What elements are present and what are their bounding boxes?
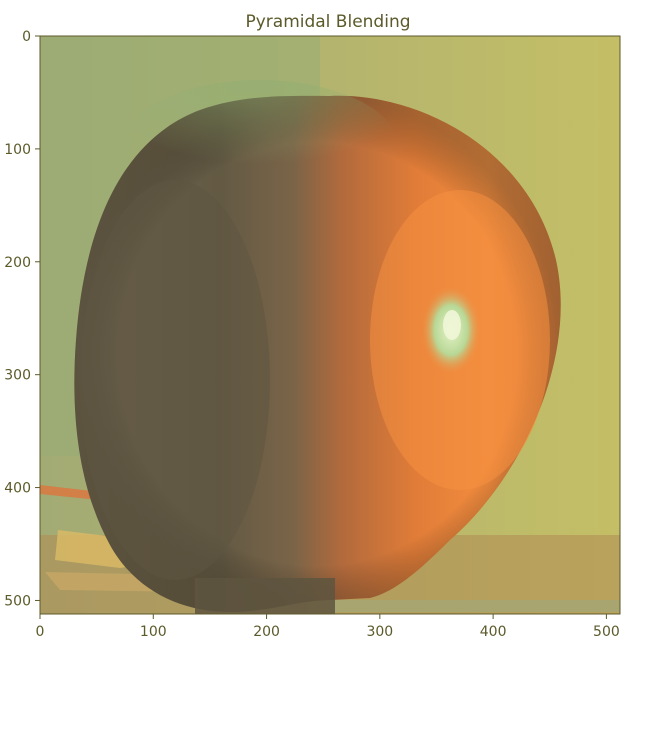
x-tick-label: 300 bbox=[366, 624, 393, 640]
specular-highlight-core bbox=[443, 310, 461, 340]
fruit-base-shadow bbox=[195, 578, 335, 614]
y-tick-label: 0 bbox=[22, 29, 31, 45]
y-tick-label: 300 bbox=[4, 368, 31, 384]
x-tick-label: 200 bbox=[253, 624, 280, 640]
x-tick-label: 100 bbox=[140, 624, 167, 640]
y-tick-label: 100 bbox=[4, 142, 31, 158]
x-tick-label: 400 bbox=[480, 624, 507, 640]
apple-dark-side bbox=[80, 180, 270, 580]
table-stripe bbox=[330, 600, 620, 612]
blended-image bbox=[40, 36, 620, 614]
x-tick-label: 0 bbox=[36, 624, 45, 640]
y-tick-label: 500 bbox=[4, 593, 31, 609]
axes-frame bbox=[39, 35, 621, 615]
y-tick-label: 200 bbox=[4, 255, 31, 271]
y-axis-ticks: 0 100 200 300 400 500 bbox=[4, 29, 40, 609]
y-tick-label: 400 bbox=[4, 481, 31, 497]
x-axis-ticks: 0 100 200 300 400 500 bbox=[36, 614, 620, 640]
chart-title: Pyramidal Blending bbox=[245, 12, 410, 32]
x-tick-label: 500 bbox=[593, 624, 620, 640]
